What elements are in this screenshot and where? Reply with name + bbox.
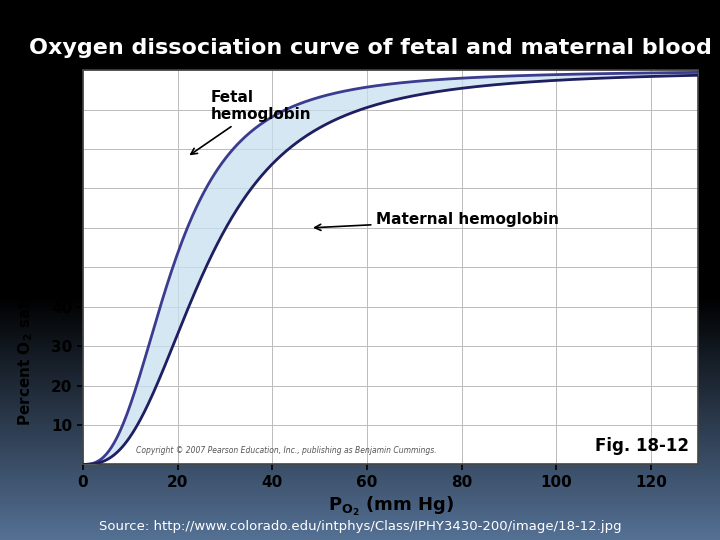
Y-axis label: Percent $\mathbf{O_2}$ saturation of hemoglobin: Percent $\mathbf{O_2}$ saturation of hem… — [16, 109, 35, 426]
Text: Copyright © 2007 Pearson Education, Inc., publishing as Benjamin Cummings.: Copyright © 2007 Pearson Education, Inc.… — [135, 446, 436, 455]
Text: Source: http://www.colorado.edu/intphys/Class/IPHY3430-200/image/18-12.jpg: Source: http://www.colorado.edu/intphys/… — [99, 520, 621, 533]
Text: Fetal
hemoglobin: Fetal hemoglobin — [191, 90, 311, 154]
X-axis label: $\mathbf{P_{O_2}}$ (mm Hg): $\mathbf{P_{O_2}}$ (mm Hg) — [328, 495, 454, 518]
Text: Maternal hemoglobin: Maternal hemoglobin — [315, 213, 559, 231]
Text: Fig. 18-12: Fig. 18-12 — [595, 436, 689, 455]
Text: Oxygen dissociation curve of fetal and maternal blood: Oxygen dissociation curve of fetal and m… — [29, 38, 711, 58]
